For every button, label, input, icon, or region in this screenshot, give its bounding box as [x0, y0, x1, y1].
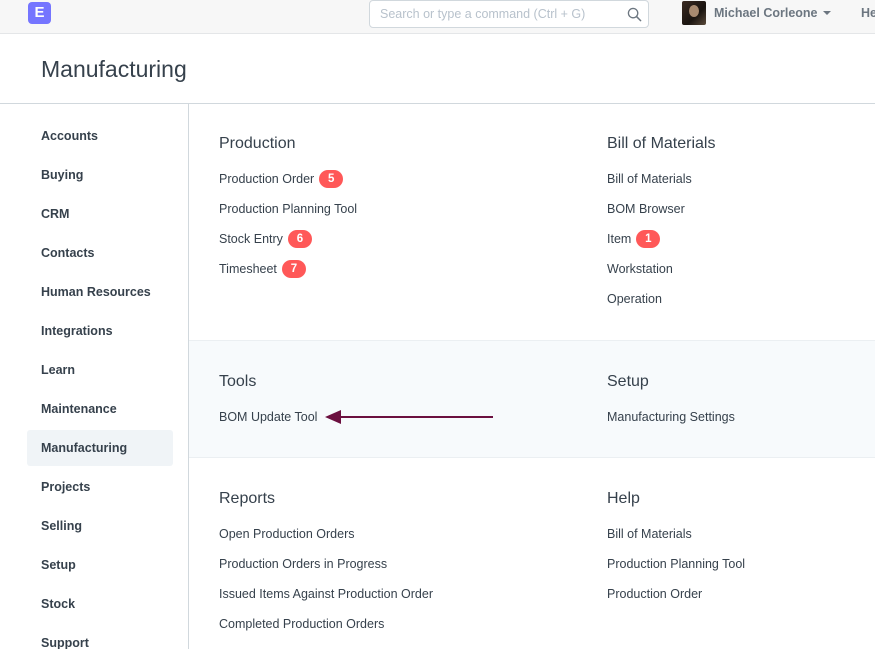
link-label[interactable]: Item	[607, 232, 632, 246]
user-menu[interactable]: Michael Corleone	[682, 0, 831, 26]
link-workstation[interactable]: Workstation	[607, 260, 673, 278]
production-title: Production	[219, 135, 296, 152]
tools-title: Tools	[219, 373, 257, 390]
sidebar-item-support[interactable]: Support	[41, 636, 89, 649]
user-name[interactable]: Michael Corleone	[714, 6, 818, 20]
sidebar-item-crm[interactable]: CRM	[41, 207, 70, 221]
link-label[interactable]: BOM Update Tool	[219, 410, 318, 424]
sidebar-item-setup[interactable]: Setup	[41, 558, 76, 572]
link-help-bill-of-materials[interactable]: Bill of Materials	[607, 525, 692, 543]
link-item[interactable]: Item 1	[607, 230, 661, 248]
count-badge: 1	[636, 230, 661, 248]
link-label[interactable]: Production Planning Tool	[219, 202, 358, 216]
sidebar-item-human-resources[interactable]: Human Resources	[41, 285, 151, 299]
avatar[interactable]	[682, 1, 706, 25]
link-bill-of-materials[interactable]: Bill of Materials	[607, 170, 692, 188]
link-manufacturing-settings[interactable]: Manufacturing Settings	[607, 408, 735, 426]
sidebar: Accounts Buying CRM Contacts Human Resou…	[0, 104, 189, 649]
section-reports-help: Reports Open Production Orders Productio…	[189, 458, 875, 649]
page-title: Manufacturing	[41, 56, 187, 82]
link-production-orders-in-progress[interactable]: Production Orders in Progress	[219, 555, 387, 573]
link-label[interactable]: Manufacturing Settings	[607, 410, 735, 424]
link-label[interactable]: Operation	[607, 292, 662, 306]
count-badge: 7	[281, 260, 306, 278]
count-badge: 5	[319, 170, 344, 188]
link-label[interactable]: Production Orders in Progress	[219, 557, 388, 571]
sidebar-item-contacts[interactable]: Contacts	[41, 246, 95, 260]
link-completed-production-orders[interactable]: Completed Production Orders	[219, 615, 384, 633]
setup-title: Setup	[607, 373, 649, 390]
sidebar-item-learn[interactable]: Learn	[41, 363, 76, 377]
search-box[interactable]	[369, 0, 649, 28]
link-label[interactable]: Production Order	[607, 587, 703, 601]
sidebar-item-maintenance[interactable]: Maintenance	[41, 402, 117, 416]
link-label[interactable]: Open Production Orders	[219, 527, 355, 541]
link-label[interactable]: Production Planning Tool	[607, 557, 746, 571]
search-icon[interactable]	[627, 7, 642, 22]
link-label[interactable]: Timesheet	[219, 262, 277, 276]
link-issued-items-against-production-order[interactable]: Issued Items Against Production Order	[219, 585, 433, 603]
module-content: Production Production Order 5 Production…	[189, 104, 875, 649]
link-production-planning-tool[interactable]: Production Planning Tool	[219, 200, 357, 218]
link-label[interactable]: Issued Items Against Production Order	[219, 587, 433, 601]
link-label[interactable]: Stock Entry	[219, 232, 283, 246]
top-navbar: E Michael Corleone Help	[0, 0, 875, 34]
link-label[interactable]: Workstation	[607, 262, 673, 276]
link-bom-browser[interactable]: BOM Browser	[607, 200, 685, 218]
sidebar-item-selling[interactable]: Selling	[41, 519, 82, 533]
link-bom-update-tool[interactable]: BOM Update Tool	[219, 408, 317, 426]
link-help-production-planning-tool[interactable]: Production Planning Tool	[607, 555, 745, 573]
section-production-bom: Production Production Order 5 Production…	[189, 104, 875, 340]
annotation-arrow-icon	[325, 410, 493, 424]
link-timesheet[interactable]: Timesheet 7	[219, 260, 306, 278]
section-tools-setup: Tools BOM Update Tool Setup Manufacturin…	[189, 340, 875, 458]
sidebar-item-buying[interactable]: Buying	[41, 168, 84, 182]
app-logo[interactable]: E	[28, 2, 51, 24]
count-badge: 6	[287, 230, 312, 248]
link-label[interactable]: Completed Production Orders	[219, 617, 385, 631]
link-label[interactable]: Production Order	[219, 172, 315, 186]
search-input[interactable]	[370, 1, 620, 27]
sidebar-item-accounts[interactable]: Accounts	[41, 129, 98, 143]
help-menu[interactable]: Help	[861, 6, 875, 20]
link-label[interactable]: BOM Browser	[607, 202, 685, 216]
chevron-down-icon[interactable]	[822, 11, 831, 15]
sidebar-item-stock[interactable]: Stock	[41, 597, 76, 611]
link-operation[interactable]: Operation	[607, 290, 662, 308]
link-label[interactable]: Bill of Materials	[607, 527, 692, 541]
link-help-production-order[interactable]: Production Order	[607, 585, 702, 603]
sidebar-item-projects[interactable]: Projects	[41, 480, 91, 494]
link-label[interactable]: Bill of Materials	[607, 172, 692, 186]
page-header: Manufacturing	[0, 34, 875, 104]
link-production-order[interactable]: Production Order 5	[219, 170, 344, 188]
link-stock-entry[interactable]: Stock Entry 6	[219, 230, 312, 248]
sidebar-item-integrations[interactable]: Integrations	[41, 324, 113, 338]
link-open-production-orders[interactable]: Open Production Orders	[219, 525, 355, 543]
help-title: Help	[607, 490, 640, 507]
bom-title: Bill of Materials	[607, 135, 716, 152]
sidebar-item-manufacturing[interactable]: Manufacturing	[27, 430, 173, 466]
reports-title: Reports	[219, 490, 276, 507]
